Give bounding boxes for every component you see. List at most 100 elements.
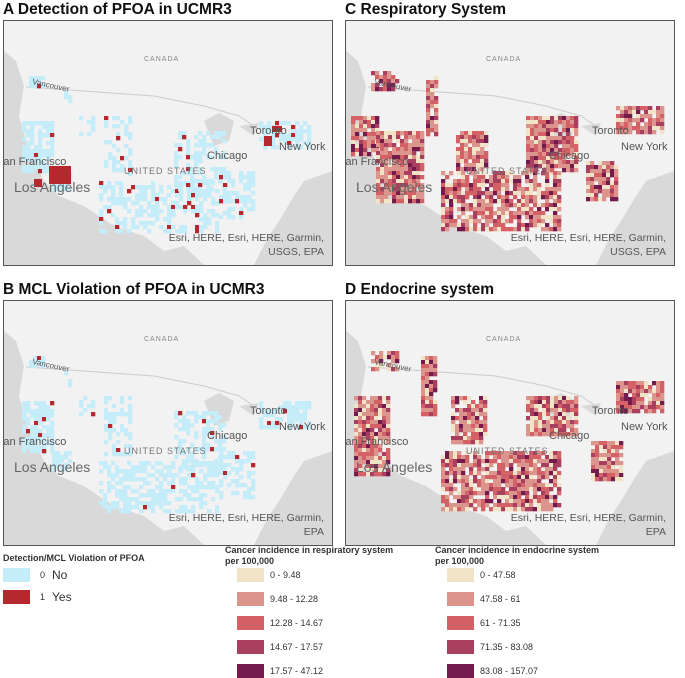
county-cell (46, 413, 51, 418)
county-cell (574, 152, 579, 157)
county-cell (50, 413, 55, 418)
county-cell (472, 163, 477, 168)
county-cell (481, 183, 486, 188)
county-cell (562, 160, 567, 165)
county-cell (107, 473, 112, 478)
county-cell (131, 489, 136, 494)
county-cell (433, 384, 438, 389)
county-cell (203, 197, 208, 202)
county-cell (445, 211, 450, 216)
county-cell (606, 177, 611, 182)
county-cell (391, 79, 396, 84)
county-cell (374, 416, 379, 421)
county-cell (526, 428, 531, 433)
county-cell (182, 415, 187, 420)
county-cell (425, 412, 430, 417)
county-cell (400, 199, 405, 204)
county-cell (291, 129, 296, 134)
county-cell (489, 487, 494, 492)
county-cell (159, 473, 164, 478)
county-cell (562, 400, 567, 405)
county-cell (191, 473, 196, 478)
county-cell (429, 372, 434, 377)
county-cell (203, 225, 208, 230)
county-cell (521, 207, 526, 212)
county-cell (214, 147, 219, 152)
county-cell (299, 421, 304, 426)
county-cell (116, 452, 121, 457)
county-cell (476, 163, 481, 168)
map-canvas[interactable] (4, 301, 332, 545)
county-cell (426, 84, 431, 89)
county-cell (538, 420, 543, 425)
county-cell (178, 175, 183, 180)
county-cell (517, 207, 522, 212)
county-cell (644, 405, 649, 410)
county-cell (135, 193, 140, 198)
map-panel-a[interactable]: CANADA Vancouver Toronto Chicago New York San… (3, 20, 333, 266)
county-cell (231, 491, 236, 496)
map-canvas[interactable] (346, 21, 674, 265)
county-cell (227, 215, 232, 220)
county-cell (243, 451, 248, 456)
county-cell (546, 148, 551, 153)
county-cell (131, 473, 136, 478)
county-cell (619, 469, 624, 474)
county-cell (119, 189, 124, 194)
county-cell (537, 475, 542, 480)
county-cell (199, 505, 204, 510)
county-cell (378, 408, 383, 413)
county-cell (119, 181, 124, 186)
county-cell (391, 359, 396, 364)
county-cell (550, 396, 555, 401)
detection-area (34, 179, 42, 187)
map-panel-c[interactable]: CANADA Vancouver Toronto Chicago New York San… (345, 20, 675, 266)
map-panel-d[interactable]: CANADA Vancouver Toronto Chicago New York San… (345, 300, 675, 546)
county-cell (599, 445, 604, 450)
county-cell (542, 136, 547, 141)
county-cell (370, 456, 375, 461)
county-cell (384, 171, 389, 176)
county-cell (464, 143, 469, 148)
county-cell (87, 404, 92, 409)
county-cell (517, 183, 522, 188)
county-cell (30, 425, 35, 430)
map-panel-b[interactable]: CANADA Vancouver Toronto Chicago New York San… (3, 300, 333, 546)
county-cell (127, 209, 132, 214)
county-cell (493, 483, 498, 488)
county-cell (198, 139, 203, 144)
county-cell (485, 455, 490, 460)
county-cell (50, 441, 55, 446)
county-cell (143, 197, 148, 202)
county-cell (465, 187, 470, 192)
county-cell (227, 211, 232, 216)
county-cell (421, 364, 426, 369)
county-cell (127, 197, 132, 202)
county-cell (530, 132, 535, 137)
county-cell (378, 404, 383, 409)
county-cell (375, 148, 380, 153)
county-cell (404, 143, 409, 148)
map-canvas[interactable] (346, 301, 674, 545)
county-cell (374, 396, 379, 401)
county-cell (469, 463, 474, 468)
county-cell (477, 187, 482, 192)
county-cell (408, 175, 413, 180)
county-cell (434, 132, 439, 137)
county-cell (99, 193, 104, 198)
county-cell (453, 183, 458, 188)
county-cell (259, 417, 264, 422)
county-cell (545, 507, 550, 512)
county-cell (457, 467, 462, 472)
county-cell (453, 475, 458, 480)
county-cell (521, 459, 526, 464)
county-cell (404, 163, 409, 168)
county-cell (497, 175, 502, 180)
county-cell (513, 215, 518, 220)
county-cell (380, 131, 385, 136)
county-cell (307, 401, 312, 406)
county-cell (202, 139, 207, 144)
county-cell (91, 400, 96, 405)
map-canvas[interactable] (4, 21, 332, 265)
county-cell (598, 181, 603, 186)
